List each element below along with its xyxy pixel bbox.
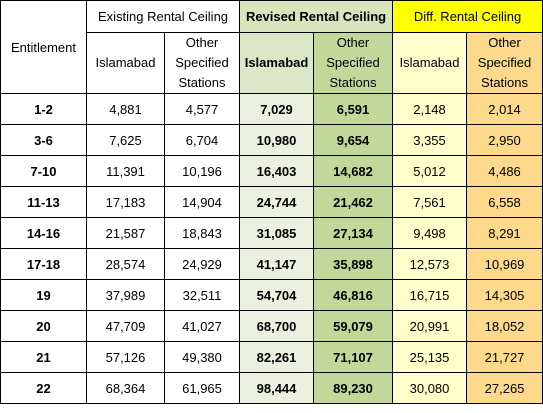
- revised-other-cell: 6,591: [313, 93, 394, 125]
- existing-islamabad-cell: 17,183: [86, 186, 165, 218]
- diff-other-header: Other Specified Stations: [466, 32, 543, 94]
- entitlement-cell: 14-16: [0, 217, 87, 249]
- diff-other-cell: 14,305: [466, 279, 543, 311]
- diff-islamabad-cell: 30,080: [392, 372, 468, 404]
- diff-other-cell: 4,486: [466, 155, 543, 187]
- revised-ceiling-header: Revised Rental Ceiling: [239, 0, 394, 33]
- diff-other-cell: 18,052: [466, 310, 543, 342]
- revised-other-cell: 89,230: [313, 372, 394, 404]
- revised-other-cell: 9,654: [313, 124, 394, 156]
- existing-other-cell: 24,929: [163, 248, 241, 280]
- revised-other-cell: 21,462: [313, 186, 394, 218]
- revised-other-cell: 27,134: [313, 217, 394, 249]
- entitlement-cell: 3-6: [0, 124, 87, 156]
- existing-islamabad-cell: 4,881: [86, 93, 165, 125]
- revised-other-cell: 46,816: [313, 279, 394, 311]
- diff-ceiling-header: Diff. Rental Ceiling: [392, 0, 543, 33]
- rental-ceiling-table: Entitlement Existing Rental Ceiling Revi…: [0, 0, 543, 404]
- diff-islamabad-cell: 25,135: [392, 341, 468, 373]
- revised-islamabad-cell: 41,147: [239, 248, 315, 280]
- existing-other-cell: 6,704: [163, 124, 241, 156]
- table-row: 1-2 4,881 4,577 7,029 6,591 2,148 2,014: [0, 93, 543, 125]
- diff-islamabad-cell: 7,561: [392, 186, 468, 218]
- diff-islamabad-header: Islamabad: [392, 32, 468, 94]
- diff-islamabad-cell: 12,573: [392, 248, 468, 280]
- revised-islamabad-cell: 54,704: [239, 279, 315, 311]
- table-row: 20 47,709 41,027 68,700 59,079 20,991 18,052: [0, 310, 543, 342]
- diff-islamabad-cell: 5,012: [392, 155, 468, 187]
- existing-ceiling-header: Existing Rental Ceiling: [85, 0, 241, 33]
- diff-islamabad-cell: 3,355: [392, 124, 468, 156]
- diff-other-cell: 21,727: [466, 341, 543, 373]
- existing-islamabad-cell: 57,126: [86, 341, 165, 373]
- revised-islamabad-cell: 82,261: [239, 341, 315, 373]
- existing-other-cell: 14,904: [163, 186, 241, 218]
- revised-islamabad-cell: 68,700: [239, 310, 315, 342]
- revised-other-cell: 71,107: [313, 341, 394, 373]
- table-row: 19 37,989 32,511 54,704 46,816 16,715 14,305: [0, 279, 543, 311]
- revised-islamabad-cell: 98,444: [239, 372, 315, 404]
- existing-islamabad-cell: 21,587: [86, 217, 165, 249]
- revised-islamabad-header: Islamabad: [239, 32, 315, 94]
- entitlement-cell: 19: [0, 279, 87, 311]
- existing-islamabad-header: Islamabad: [86, 32, 165, 94]
- diff-islamabad-cell: 16,715: [392, 279, 468, 311]
- header-row-2: Islamabad Other Specified Stations Islamab…: [1, 32, 543, 94]
- entitlement-cell: 20: [0, 310, 87, 342]
- table-row: 21 57,126 49,380 82,261 71,107 25,135 21,727: [0, 341, 543, 373]
- table-row: 14-16 21,587 18,843 31,085 27,134 9,498 8,291: [0, 217, 543, 249]
- existing-other-cell: 61,965: [163, 372, 241, 404]
- table-row: 7-10 11,391 10,196 16,403 14,682 5,012 4,486: [0, 155, 543, 187]
- entitlement-cell: 21: [0, 341, 87, 373]
- existing-islamabad-cell: 11,391: [86, 155, 165, 187]
- existing-other-cell: 10,196: [163, 155, 241, 187]
- diff-islamabad-cell: 20,991: [392, 310, 468, 342]
- existing-other-cell: 49,380: [163, 341, 241, 373]
- diff-other-cell: 10,969: [466, 248, 543, 280]
- revised-islamabad-cell: 10,980: [239, 124, 315, 156]
- revised-other-header: Other Specified Stations: [313, 32, 394, 94]
- table-row: 22 68,364 61,965 98,444 89,230 30,080 27,265: [0, 372, 543, 404]
- diff-islamabad-cell: 9,498: [392, 217, 468, 249]
- table-row: 3-6 7,625 6,704 10,980 9,654 3,355 2,950: [0, 124, 543, 156]
- table-body: 1-2 4,881 4,577 7,029 6,591 2,148 2,014 3-6 7,62…: [0, 93, 543, 404]
- entitlement-cell: 7-10: [0, 155, 87, 187]
- diff-other-cell: 6,558: [466, 186, 543, 218]
- diff-other-cell: 2,950: [466, 124, 543, 156]
- revised-islamabad-cell: 16,403: [239, 155, 315, 187]
- existing-other-cell: 4,577: [163, 93, 241, 125]
- entitlement-cell: 1-2: [0, 93, 87, 125]
- entitlement-cell: 17-18: [0, 248, 87, 280]
- existing-islamabad-cell: 47,709: [86, 310, 165, 342]
- existing-other-cell: 18,843: [163, 217, 241, 249]
- entitlement-header: Entitlement: [0, 0, 87, 94]
- revised-islamabad-cell: 7,029: [239, 93, 315, 125]
- existing-islamabad-cell: 37,989: [86, 279, 165, 311]
- revised-islamabad-cell: 24,744: [239, 186, 315, 218]
- existing-islamabad-cell: 68,364: [86, 372, 165, 404]
- table-row: 11-13 17,183 14,904 24,744 21,462 7,561 6,558: [0, 186, 543, 218]
- diff-other-cell: 8,291: [466, 217, 543, 249]
- revised-other-cell: 14,682: [313, 155, 394, 187]
- header-row-1: Entitlement Existing Rental Ceiling Revi…: [0, 0, 543, 94]
- entitlement-cell: 22: [0, 372, 87, 404]
- existing-islamabad-cell: 7,625: [86, 124, 165, 156]
- existing-other-header: Other Specified Stations: [163, 32, 241, 94]
- existing-islamabad-cell: 28,574: [86, 248, 165, 280]
- diff-other-cell: 27,265: [466, 372, 543, 404]
- revised-other-cell: 35,898: [313, 248, 394, 280]
- existing-other-cell: 32,511: [163, 279, 241, 311]
- revised-islamabad-cell: 31,085: [239, 217, 315, 249]
- diff-islamabad-cell: 2,148: [392, 93, 468, 125]
- table-row: 17-18 28,574 24,929 41,147 35,898 12,573 10,96…: [0, 248, 543, 280]
- entitlement-cell: 11-13: [0, 186, 87, 218]
- diff-other-cell: 2,014: [466, 93, 543, 125]
- revised-other-cell: 59,079: [313, 310, 394, 342]
- existing-other-cell: 41,027: [163, 310, 241, 342]
